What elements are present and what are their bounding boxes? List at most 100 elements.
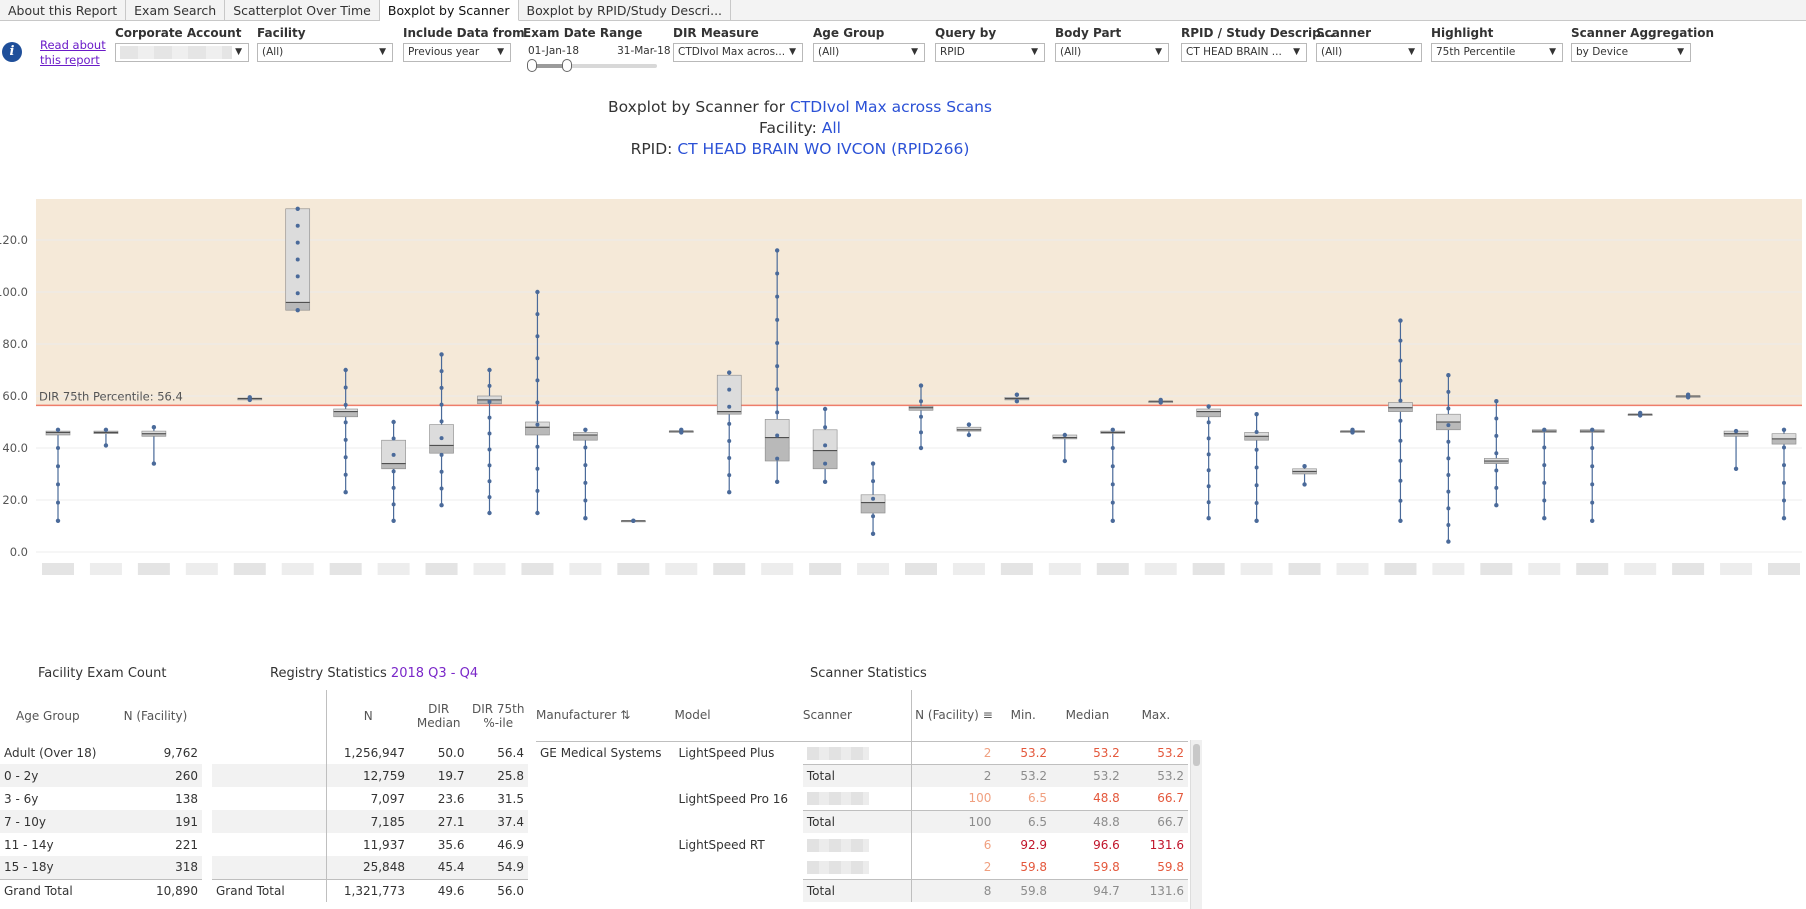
x-tick-label-redacted [185, 563, 218, 575]
highlight-dropdown[interactable]: 75th Percentile ▼ [1431, 43, 1563, 62]
dir-measure-dropdown[interactable]: CTDIvol Max acros... ▼ [673, 43, 803, 62]
x-tick-label-redacted [1624, 563, 1657, 575]
body-part-dropdown[interactable]: (All) ▼ [1055, 43, 1169, 62]
sort-desc-icon[interactable]: ≡ [982, 708, 993, 723]
scanner-aggregation-dropdown[interactable]: by Device ▼ [1571, 43, 1691, 62]
table-row: Total 8 59.8 94.7 131.6 [536, 878, 1188, 902]
rpid-value: CT HEAD BRAIN ... [1186, 46, 1282, 58]
rpid-label: RPID / Study Descrip... [1181, 26, 1335, 40]
registry-stats-title: Registry Statistics 2018 Q3 - Q4 [270, 666, 478, 681]
manufacturer-cell [536, 810, 675, 833]
tab-4[interactable]: Boxplot by Scanner [379, 0, 519, 21]
scanner-dropdown[interactable]: (All) ▼ [1316, 43, 1422, 62]
chevron-down-icon: ▼ [1549, 47, 1556, 57]
data-point [823, 425, 828, 430]
table-row: LightSpeed Pro 16 100 6.5 48.8 66.7 [536, 787, 1188, 810]
outlier-point [1494, 503, 1499, 508]
outlier-point [487, 510, 492, 516]
data-point [1110, 500, 1115, 505]
col-max: Max. [1141, 708, 1171, 723]
scanner-label: Scanner [1316, 26, 1371, 40]
outlier-point [1637, 413, 1643, 418]
tab-1[interactable]: About this Report [0, 0, 127, 21]
info-icon[interactable]: i [2, 42, 22, 62]
table-row: 7,185 27.1 37.4 [212, 810, 528, 833]
col-manufacturer[interactable]: Manufacturer ⇅ [536, 690, 675, 741]
query-by-value: RPID [940, 46, 965, 58]
include-data-label: Include Data from [403, 26, 525, 40]
box-upper [381, 439, 406, 464]
data-point [343, 472, 348, 477]
table-row: 7,097 23.6 31.5 [212, 787, 528, 810]
outlier-point [822, 479, 828, 484]
data-point [487, 479, 492, 484]
end-date: 31-Mar-18 [617, 45, 671, 57]
data-point [775, 317, 780, 322]
age-group-dropdown[interactable]: (All) ▼ [813, 43, 925, 62]
outlier-point [1254, 518, 1259, 523]
col-n-facility-scanner[interactable]: N (Facility) ≡ [911, 690, 996, 741]
rpid-dropdown[interactable]: CT HEAD BRAIN ... ▼ [1181, 43, 1307, 62]
data-point [535, 378, 540, 383]
data-point [343, 402, 348, 407]
registry-label-cell [212, 787, 327, 810]
max-cell: 131.6 [1149, 837, 1184, 852]
dir-measure-value: CTDIvol Max acros... [678, 46, 786, 58]
data-point [535, 400, 540, 405]
outlier-point [151, 425, 157, 430]
x-tick-label-redacted [1720, 563, 1753, 575]
registry-75th-cell: 46.9 [497, 837, 524, 852]
tab-2[interactable]: Exam Search [126, 0, 226, 21]
x-tick-label-redacted [281, 563, 314, 575]
min-cell: 6.5 [1027, 791, 1048, 806]
col-dir-median: DIR Median [416, 701, 461, 730]
table-row: Total 2 53.2 53.2 53.2 [536, 763, 1188, 787]
date-range-slider[interactable] [527, 59, 657, 72]
outlier-point [1062, 432, 1068, 438]
manufacturer-cell: GE Medical Systems [540, 745, 662, 760]
age-group-label: Age Group [813, 26, 885, 40]
data-point [1446, 473, 1451, 478]
n-facility-cell: 9,762 [163, 745, 198, 760]
data-point [487, 447, 492, 452]
include-data-dropdown[interactable]: Previous year ▼ [403, 43, 511, 62]
title-rpid: CT HEAD BRAIN WO IVCON (RPID266) [677, 140, 970, 158]
outlier-point [1733, 428, 1739, 434]
facility-dropdown[interactable]: (All) ▼ [257, 43, 393, 62]
scanner-name-redacted [806, 861, 869, 875]
tab-5[interactable]: Boxplot by RPID/Study Descri... [519, 0, 732, 21]
title-facility: All [821, 119, 841, 137]
title-prefix: Boxplot by Scanner for [608, 98, 790, 116]
data-point [56, 482, 60, 487]
sort-icon[interactable]: ⇅ [620, 708, 631, 723]
slider-start-handle[interactable] [527, 59, 537, 72]
data-point [1254, 429, 1259, 434]
outlier-point [1590, 427, 1595, 432]
boxplot-svg: 120.0 100.0 80.0 60.0 40.0 20.0 0.0 DIR 75th Pe… [0, 199, 1802, 575]
read-about-link[interactable]: Read about this report [40, 38, 106, 67]
data-point [343, 420, 348, 425]
include-data-filter: Include Data from Previous year ▼ [403, 26, 525, 62]
slider-end-handle[interactable] [562, 59, 572, 72]
outlier-point [103, 443, 109, 448]
scanner-cell [803, 741, 912, 764]
corporate-account-dropdown[interactable]: ▼ [115, 43, 249, 62]
table-row: 11,937 35.6 46.9 [212, 833, 528, 856]
registry-median-cell: 50.0 [437, 745, 465, 760]
query-by-dropdown[interactable]: RPID ▼ [935, 43, 1045, 62]
model-cell: LightSpeed Pro 16 [678, 791, 789, 806]
data-point [56, 464, 60, 469]
col-dir-75th: DIR 75th %-ile [471, 701, 525, 730]
scrollbar-thumb[interactable] [1193, 744, 1200, 766]
scanner-table-scrollbar[interactable] [1190, 740, 1202, 909]
filter-bar: i Read about this report Corporate Accou… [0, 22, 1806, 82]
x-tick-label-redacted [89, 563, 122, 575]
data-point [1206, 452, 1211, 457]
data-point [56, 446, 60, 450]
outlier-point [679, 430, 684, 435]
registry-n-cell: 11,937 [326, 833, 409, 856]
outlier-point [774, 479, 780, 484]
tab-3[interactable]: Scatterplot Over Time [225, 0, 380, 21]
table-row: 25,848 45.4 54.9 [212, 856, 528, 879]
age-group-cell: Grand Total [4, 883, 73, 898]
